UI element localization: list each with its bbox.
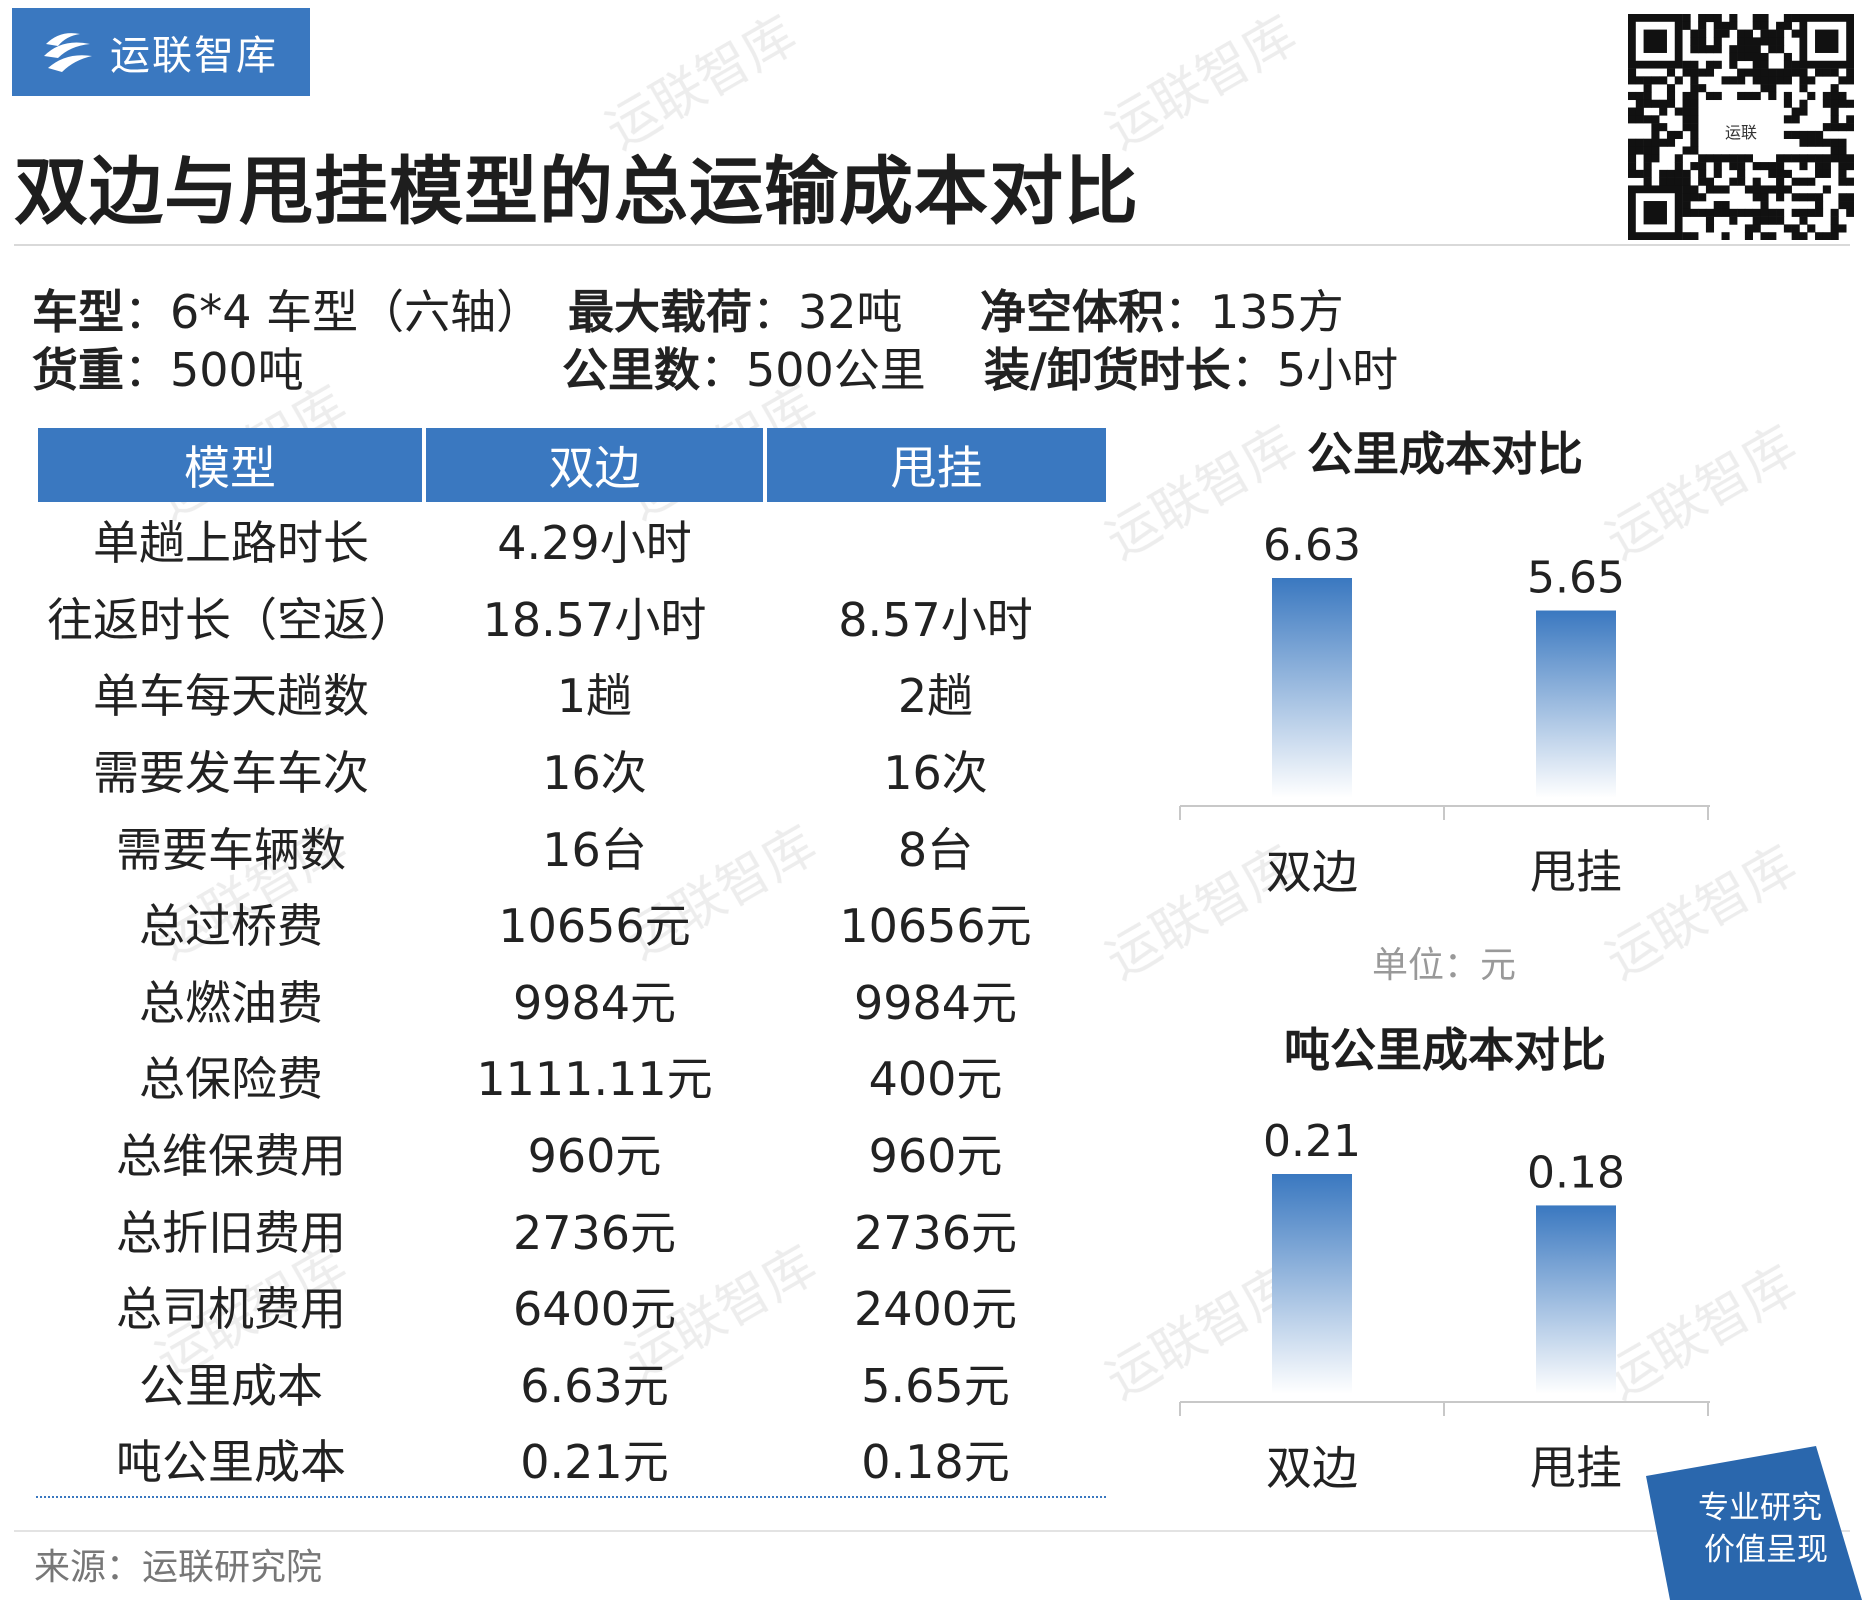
data-label: 6.63 xyxy=(1263,520,1361,571)
cell-item: 总维保费用 xyxy=(116,1129,346,1184)
qr-center-label: 运联 xyxy=(1725,123,1757,142)
table-row: 总折旧费用 2736元 2736元 xyxy=(38,1191,1106,1268)
cell-item: 总保险费 xyxy=(139,1052,323,1107)
cell-double: 1111.11元 xyxy=(476,1052,713,1107)
cell-trailer: 960元 xyxy=(868,1129,1003,1184)
cell-item: 总燃油费 xyxy=(139,975,323,1030)
data-label: 0.21 xyxy=(1263,1116,1361,1167)
cell-item: 吨公里成本 xyxy=(116,1435,346,1490)
cell-trailer: 2736元 xyxy=(853,1205,1018,1260)
spec-load-time: 装/卸货时长：5小时 xyxy=(984,343,1399,397)
table-row: 总燃油费 9984元 9984元 xyxy=(38,962,1106,1039)
cell-item: 总司机费用 xyxy=(116,1282,346,1337)
x-tick-label: 双边 xyxy=(1266,1441,1358,1495)
cell-trailer xyxy=(765,502,1106,579)
brand-logo: 运联智库 xyxy=(12,8,310,96)
cell-item: 单趟上路时长 xyxy=(93,516,369,571)
cell-double: 1趟 xyxy=(556,669,633,724)
cell-item: 需要发车车次 xyxy=(93,746,369,801)
cell-trailer: 0.18元 xyxy=(861,1435,1010,1490)
cell-item: 总折旧费用 xyxy=(116,1205,346,1260)
cell-double: 2736元 xyxy=(512,1205,677,1260)
cell-double: 4.29小时 xyxy=(497,516,692,571)
table-row: 总保险费 1111.11元 400元 xyxy=(38,1038,1106,1115)
cell-double: 16台 xyxy=(542,822,647,877)
cell-double: 16次 xyxy=(542,746,647,801)
divider xyxy=(14,1530,1850,1532)
cell-trailer: 400元 xyxy=(868,1052,1003,1107)
table-row: 需要车辆数 16台 8台 xyxy=(38,808,1106,885)
chart-km-cost-svg: 公里成本对比 6.63 双边 5.65 甩挂 xyxy=(1179,427,1710,899)
table-row: 总过桥费 10656元 10656元 xyxy=(38,885,1106,962)
x-tick-label: 甩挂 xyxy=(1530,1441,1622,1495)
data-label: 0.18 xyxy=(1527,1147,1625,1198)
cell-trailer: 16次 xyxy=(883,746,988,801)
brand-swirl-icon xyxy=(44,33,92,72)
slogan-badge: 专业研究 价值呈现 xyxy=(1646,1446,1862,1600)
qr-code-icon: 运联 xyxy=(1628,14,1854,240)
table-row: 单趟上路时长 4.29小时 xyxy=(38,502,1106,579)
cell-trailer: 2400元 xyxy=(853,1282,1018,1337)
brand-name: 运联智库 xyxy=(110,33,278,79)
column-header-model: 模型 xyxy=(38,428,426,502)
table-row: 总维保费用 960元 960元 xyxy=(38,1115,1106,1192)
table-row: 往返时长（空返） 18.57小时 8.57小时 xyxy=(38,579,1106,656)
table-row: 公里成本 6.63元 5.65元 xyxy=(38,1345,1106,1422)
data-label: 5.65 xyxy=(1527,553,1625,604)
cell-double: 10656元 xyxy=(498,899,691,954)
table-row: 吨公里成本 0.21元 0.18元 xyxy=(38,1421,1106,1498)
cell-double: 960元 xyxy=(527,1129,662,1184)
cell-double: 6.63元 xyxy=(520,1358,669,1413)
spec-vehicle-type: 车型：6*4 车型（六轴） xyxy=(32,285,543,339)
spec-cargo-weight: 货重：500吨 xyxy=(32,343,304,397)
cell-trailer: 10656元 xyxy=(839,899,1032,954)
table-row: 单车每天趟数 1趟 2趟 xyxy=(38,655,1106,732)
cell-trailer: 8台 xyxy=(897,822,974,877)
cell-trailer: 2趟 xyxy=(897,669,974,724)
x-tick-label: 双边 xyxy=(1266,845,1358,899)
divider xyxy=(14,244,1850,246)
table-row: 总司机费用 6400元 2400元 xyxy=(38,1268,1106,1345)
cell-item: 公里成本 xyxy=(139,1358,323,1413)
chart-title: 公里成本对比 xyxy=(1307,427,1583,481)
x-tick-label: 甩挂 xyxy=(1530,845,1622,899)
cell-trailer: 5.65元 xyxy=(861,1358,1010,1413)
cost-table: 模型 双边 甩挂 单趟上路时长 4.29小时往返时长（空返） 18.57小时 8.57… xyxy=(38,428,1106,1498)
slogan-line1: 专业研究 xyxy=(1698,1490,1822,1526)
cell-trailer: 8.57小时 xyxy=(838,592,1033,647)
column-header-double: 双边 xyxy=(424,428,767,502)
table-row: 需要发车车次 16次 16次 xyxy=(38,732,1106,809)
cell-item: 单车每天趟数 xyxy=(93,669,369,724)
cell-item: 往返时长（空返） xyxy=(47,592,415,647)
page-title: 双边与甩挂模型的总运输成本对比 xyxy=(14,149,1139,235)
chart-ton-km-cost: 吨公里成本对比 0.21 双边 0.18 甩挂 xyxy=(1150,1014,1710,1514)
bar xyxy=(1536,1205,1616,1394)
spec-distance: 公里数：500公里 xyxy=(562,343,926,397)
cell-item: 总过桥费 xyxy=(139,899,323,954)
spec-max-load: 最大载荷：32吨 xyxy=(568,285,903,339)
table-bottom-rule xyxy=(36,1496,1106,1498)
spec-volume: 净空体积：135方 xyxy=(980,285,1344,339)
cell-double: 0.21元 xyxy=(520,1435,669,1490)
source-note: 来源：运联研究院 xyxy=(34,1547,323,1588)
bar xyxy=(1536,610,1616,798)
chart-title: 吨公里成本对比 xyxy=(1284,1023,1606,1077)
cell-double: 9984元 xyxy=(512,975,677,1030)
cell-item: 需要车辆数 xyxy=(116,822,346,877)
bar xyxy=(1272,1174,1352,1394)
table-header-row: 模型 双边 甩挂 xyxy=(38,428,1106,502)
cell-trailer: 9984元 xyxy=(853,975,1018,1030)
bar xyxy=(1272,578,1352,798)
cell-double: 6400元 xyxy=(512,1282,677,1337)
slogan-line2: 价值呈现 xyxy=(1704,1532,1828,1568)
cell-double: 18.57小时 xyxy=(482,592,707,647)
column-header-trailer: 甩挂 xyxy=(765,428,1106,502)
chart-km-cost: 公里成本对比 6.63 双边 5.65 甩挂 xyxy=(1150,418,1710,918)
chart-ton-km-cost-svg: 吨公里成本对比 0.21 双边 0.18 甩挂 xyxy=(1179,1023,1710,1495)
unit-label: 单位：元 xyxy=(1372,945,1517,986)
